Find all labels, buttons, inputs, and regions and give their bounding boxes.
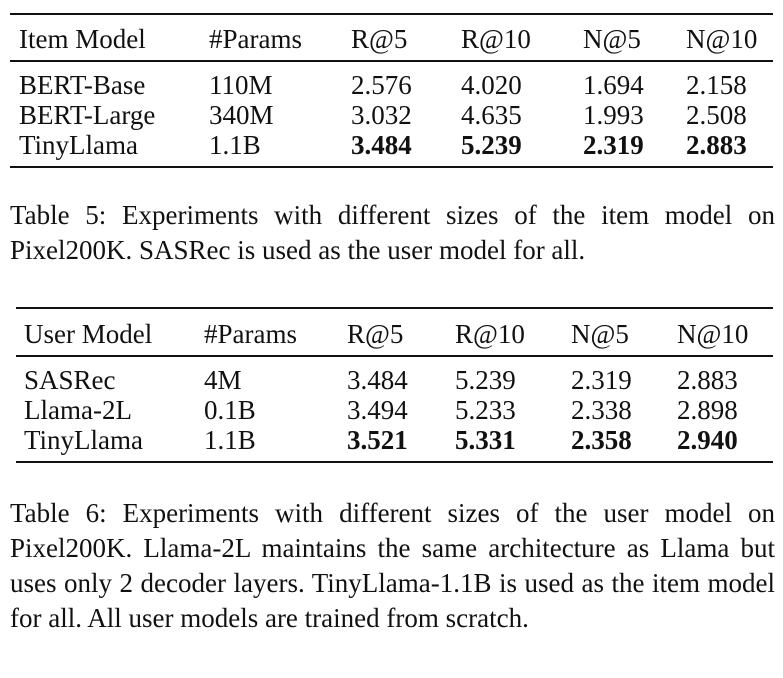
table-cell: 4M — [204, 365, 242, 395]
table-cell: TinyLlama — [19, 130, 139, 160]
table-cell: 340M — [209, 100, 274, 130]
table-cell-best: 5.239 — [461, 130, 522, 160]
table6-header-cell: R@5 — [347, 319, 404, 349]
table6-header-row: User Model #Params R@5 R@10 N@5 N@10 — [24, 317, 767, 351]
table-cell: 2.898 — [677, 395, 738, 425]
table-cell: 2.508 — [686, 100, 747, 130]
table-cell: 4.635 — [461, 100, 522, 130]
table-cell: Llama-2L — [24, 395, 132, 425]
table5-top-rule — [10, 13, 773, 15]
table5: Item Model #Params R@5 R@10 N@5 N@10 BER… — [19, 22, 776, 160]
table6: User Model #Params R@5 R@10 N@5 N@10 SAS… — [24, 317, 767, 455]
table5-header-cell: #Params — [209, 24, 302, 54]
table-cell: 2.319 — [571, 365, 632, 395]
table6-header-cell: R@10 — [455, 319, 525, 349]
table-cell: TinyLlama — [24, 425, 144, 455]
table-cell: BERT-Base — [19, 70, 146, 100]
table5-header-rule — [10, 60, 773, 62]
table-cell-best: 2.319 — [583, 130, 644, 160]
table6-header-cell: N@5 — [571, 319, 629, 349]
table-cell-best: 2.940 — [677, 425, 738, 455]
table-cell: 0.1B — [204, 395, 256, 425]
table-cell-best: 3.521 — [347, 425, 408, 455]
table-row: BERT-Base 110M 2.576 4.020 1.694 2.158 — [19, 70, 776, 100]
table-cell: 4.020 — [461, 70, 522, 100]
table-cell: 3.494 — [347, 395, 408, 425]
table6-caption: Table 6: Experiments with different size… — [10, 498, 775, 633]
table-cell-best: 5.331 — [455, 425, 516, 455]
table-cell-best: 2.883 — [686, 130, 747, 160]
table6-header-rule — [16, 355, 773, 357]
table5-caption: Table 5: Experiments with different size… — [10, 200, 775, 265]
table-cell: 5.239 — [455, 365, 516, 395]
table-cell: 1.993 — [583, 100, 644, 130]
table-cell: 5.233 — [455, 395, 516, 425]
table5-header-cell: R@5 — [351, 24, 408, 54]
table-cell-best: 3.484 — [351, 130, 412, 160]
table5-header-row: Item Model #Params R@5 R@10 N@5 N@10 — [19, 22, 776, 56]
table-cell: 2.338 — [571, 395, 632, 425]
table-row: Llama-2L 0.1B 3.494 5.233 2.338 2.898 — [24, 395, 767, 425]
table-cell: 1.1B — [204, 425, 256, 455]
table5-bottom-rule — [10, 166, 773, 168]
table-cell: 1.694 — [583, 70, 644, 100]
table-cell: 3.032 — [351, 100, 412, 130]
table-cell: 2.883 — [677, 365, 738, 395]
table6-bottom-rule — [16, 461, 773, 463]
table5-header-cell: N@5 — [583, 24, 641, 54]
table-cell: 2.158 — [686, 70, 747, 100]
table-cell: 110M — [209, 70, 273, 100]
table6-top-rule — [16, 307, 773, 309]
table-cell: 3.484 — [347, 365, 408, 395]
table-cell: SASRec — [24, 365, 116, 395]
table6-header-cell: #Params — [204, 319, 297, 349]
table-row: TinyLlama 1.1B 3.484 5.239 2.319 2.883 — [19, 130, 776, 160]
table5-header-cell: Item Model — [19, 24, 146, 54]
table-cell: 1.1B — [209, 130, 261, 160]
table5-header-cell: R@10 — [461, 24, 531, 54]
table6-header-cell: N@10 — [677, 319, 749, 349]
table-row: TinyLlama 1.1B 3.521 5.331 2.358 2.940 — [24, 425, 767, 455]
table-row: SASRec 4M 3.484 5.239 2.319 2.883 — [24, 365, 767, 395]
table-row: BERT-Large 340M 3.032 4.635 1.993 2.508 — [19, 100, 776, 130]
table-cell: BERT-Large — [19, 100, 156, 130]
table-cell: 2.576 — [351, 70, 412, 100]
table6-header-cell: User Model — [24, 319, 153, 349]
table-cell-best: 2.358 — [571, 425, 632, 455]
table5-header-cell: N@10 — [686, 24, 758, 54]
